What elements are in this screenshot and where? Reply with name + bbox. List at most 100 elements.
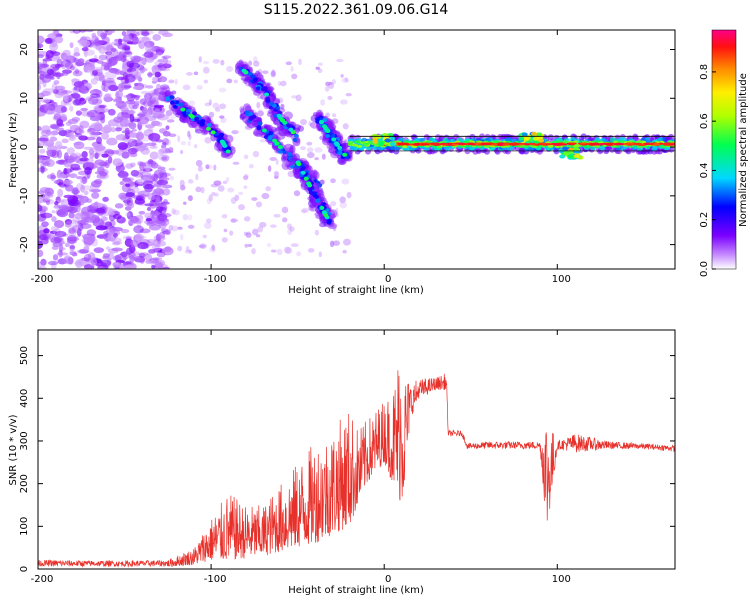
spectrogram-cell <box>315 198 321 203</box>
spectrogram-cell <box>273 213 281 218</box>
spectrogram-cell <box>121 31 127 37</box>
spectrogram-cell <box>65 55 77 64</box>
spectrogram-cell <box>38 100 41 107</box>
spectrogram-cell <box>96 174 102 179</box>
spectrogram-cell <box>281 217 288 223</box>
spectrogram-cell <box>272 128 281 135</box>
spectrogram-cell <box>195 173 199 181</box>
spectrogram-cell <box>303 176 309 181</box>
spectrogram-cell <box>180 150 184 155</box>
spectrogram-ytick-label: 10 <box>19 92 30 105</box>
spectrogram-cell <box>107 248 119 254</box>
spectrogram-cell <box>53 204 61 209</box>
spectrogram-cell <box>49 42 59 52</box>
colorbar-tick-label: 0.2 <box>699 212 710 228</box>
spectrogram-cell <box>75 58 82 67</box>
spectrogram-cell <box>68 212 75 219</box>
spectrogram-cell <box>238 191 244 196</box>
spectrogram-cell <box>101 36 110 44</box>
spectrogram-cell <box>113 255 122 262</box>
spectrogram-cell <box>65 121 72 127</box>
spectrogram-cell <box>168 224 174 231</box>
spectrogram-cell <box>321 153 326 160</box>
spectrogram-cell <box>147 159 154 165</box>
spectrogram-cell <box>161 266 171 269</box>
spectrogram-cell <box>84 205 90 211</box>
spectrogram-cell <box>451 143 459 146</box>
spectrogram-cell <box>74 205 81 213</box>
spectrogram-cell <box>101 153 109 158</box>
spectrogram-cell <box>256 126 262 131</box>
spectrogram-cell <box>152 34 162 41</box>
spectrogram-cell <box>196 85 203 90</box>
spectrogram-cell <box>372 137 379 142</box>
spectrogram-cell <box>512 143 520 146</box>
spectrogram-cell <box>339 196 346 204</box>
spectrogram-cell <box>79 97 85 102</box>
spectrogram-cell <box>105 77 115 84</box>
spectrogram-cell <box>54 230 67 238</box>
spectrogram-cell <box>607 142 615 145</box>
spectrogram-cell <box>159 76 168 83</box>
spectrogram-cell <box>51 130 59 136</box>
spectrogram-xtick-label: -200 <box>31 274 54 285</box>
snr-ytick-label: 500 <box>19 346 30 365</box>
spectrogram-cell <box>141 53 150 57</box>
spectrogram-cell <box>153 234 166 242</box>
spectrogram-cell <box>58 249 63 258</box>
spectrogram-cell <box>139 228 151 234</box>
spectrogram-cell <box>76 227 82 237</box>
spectrogram-cell <box>38 249 44 258</box>
spectrogram-cell <box>125 183 131 187</box>
spectrogram-cell <box>243 216 251 222</box>
spectrogram-cell <box>54 85 66 91</box>
spectrogram-cell <box>165 125 170 130</box>
spectrogram-cell <box>133 225 144 234</box>
spectrogram-cell <box>343 238 351 246</box>
spectrogram-cell <box>255 234 261 238</box>
spectrogram-cell <box>49 136 58 142</box>
spectrogram-cell <box>112 241 121 246</box>
spectrogram-cell <box>59 173 67 180</box>
spectrogram-cell <box>164 96 170 101</box>
spectrogram-cell <box>38 126 42 131</box>
spectrogram-cell <box>89 258 98 267</box>
spectrogram-cell <box>258 74 264 79</box>
spectrogram-cell <box>158 218 169 223</box>
spectrogram-cell <box>125 260 132 266</box>
spectrogram-cell <box>115 261 120 268</box>
spectrogram-cell <box>227 187 235 193</box>
spectrogram-cell <box>38 234 48 241</box>
spectrogram-cell <box>337 151 343 156</box>
spectrogram-cell <box>142 37 152 43</box>
spectrogram-cell <box>202 60 210 65</box>
spectrogram-cell <box>47 145 58 153</box>
spectrogram-cell <box>609 137 616 142</box>
spectrogram-cell <box>194 116 200 121</box>
spectrogram-cell <box>70 223 78 228</box>
spectrogram-cell <box>72 98 81 106</box>
spectrogram-cell <box>307 248 315 253</box>
spectrogram-cell <box>271 69 276 77</box>
spectrogram-cell <box>208 111 215 118</box>
spectrogram-cell <box>39 148 46 154</box>
spectrogram-cell <box>152 76 159 83</box>
spectrogram-cell <box>211 192 216 196</box>
spectrogram-cell <box>220 117 227 124</box>
spectrogram-cell <box>162 137 170 146</box>
spectrogram-cell <box>56 149 63 159</box>
snr-xtick-label: -200 <box>31 574 54 585</box>
spectrogram-cell <box>184 249 193 254</box>
spectrogram-cell <box>50 174 57 180</box>
spectrogram-cell <box>180 107 186 112</box>
spectrogram-cell <box>56 221 64 227</box>
spectrogram-cell <box>599 146 606 151</box>
spectrogram-cell <box>245 232 252 238</box>
spectrogram-cell <box>270 249 277 253</box>
spectrogram-cell <box>40 98 51 104</box>
spectrogram-cell <box>349 146 356 151</box>
spectrogram-cell <box>230 197 237 204</box>
spectrogram-cell <box>578 135 585 142</box>
spectrogram-cell <box>59 159 65 163</box>
